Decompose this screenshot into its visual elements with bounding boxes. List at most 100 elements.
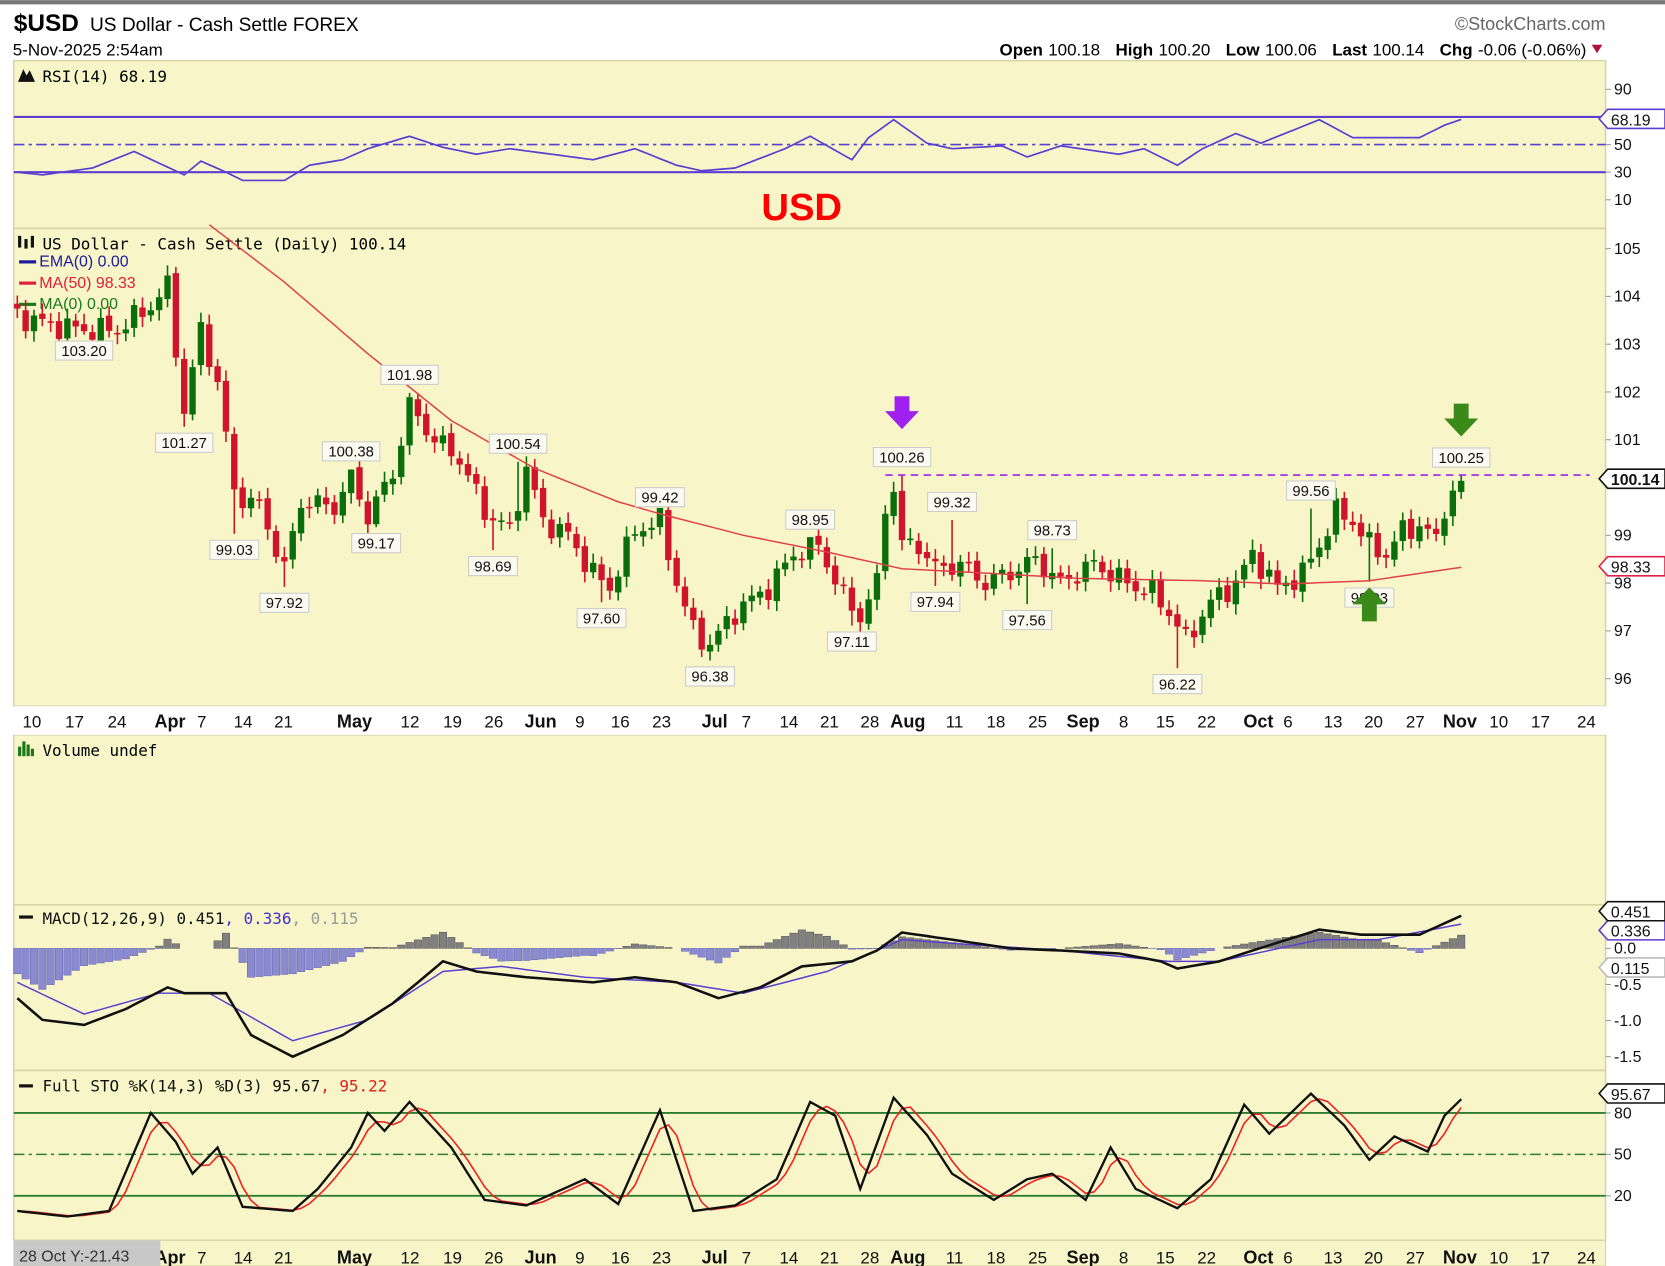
date-label: 16 <box>611 713 630 732</box>
date-label: 14 <box>234 1249 253 1266</box>
candle-body <box>940 562 947 566</box>
macd-hist-bar <box>923 939 932 949</box>
macd-hist-bar <box>1064 947 1073 949</box>
macd-hist-bar <box>447 937 456 949</box>
sto-axis-label: 50 <box>1614 1147 1632 1164</box>
candle-body <box>1149 580 1156 594</box>
price-axis-label: 96 <box>1614 671 1632 688</box>
candle-body <box>898 490 906 541</box>
candle <box>1174 604 1181 669</box>
candle-body <box>122 329 129 334</box>
macd-hist-bar <box>246 948 255 978</box>
macd-hist-bar <box>722 948 731 958</box>
candle <box>648 517 655 540</box>
candle <box>1307 508 1315 569</box>
price-annotation: 97.56 <box>1002 609 1053 631</box>
candle-body <box>498 520 505 523</box>
candle <box>47 313 54 333</box>
macd-hist-bar <box>288 948 297 975</box>
annotation-box <box>54 340 114 361</box>
date-label: 18 <box>986 1249 1005 1266</box>
price-annotation: 100.26 <box>872 446 932 468</box>
rsi-axis-label: 50 <box>1614 137 1632 154</box>
macd-hist-bar <box>263 948 272 977</box>
macd-hist-bar <box>1223 946 1232 949</box>
macd-hist-tag: 0.115 <box>1611 961 1650 978</box>
candle <box>756 585 764 606</box>
candle-body <box>556 523 563 538</box>
macd-tag: 0.451 <box>1611 905 1651 922</box>
macd-hist-bar <box>597 948 606 954</box>
candle-body <box>1432 528 1440 535</box>
candle <box>1324 528 1331 559</box>
candle-body <box>706 644 714 652</box>
date-label: 7 <box>197 713 206 732</box>
candle-body <box>372 496 380 525</box>
candle <box>1182 619 1189 636</box>
legend-swatch <box>19 260 37 264</box>
candle-body <box>1382 554 1390 558</box>
macd-title-signal: , 0.336 <box>224 909 291 928</box>
date-label: Oct <box>1243 712 1273 732</box>
candle-body <box>573 533 580 549</box>
candle <box>698 610 705 657</box>
panel-vol[interactable] <box>13 734 1607 906</box>
candle-body <box>1316 547 1323 558</box>
candle <box>130 298 138 337</box>
date-label: 21 <box>820 713 839 732</box>
candle-body <box>631 534 639 536</box>
macd-hist-bar <box>272 948 281 976</box>
macd-hist-bar <box>655 946 664 949</box>
date-label: 11 <box>946 1249 964 1266</box>
macd-hist-bar <box>138 948 147 953</box>
candle <box>973 551 981 589</box>
candle-body <box>272 530 280 557</box>
price-annotation: 98.95 <box>785 509 836 530</box>
candle <box>222 370 230 442</box>
macd-axis-label: -0.5 <box>1614 977 1642 994</box>
date-label: 15 <box>1156 1249 1175 1266</box>
candle <box>322 487 330 515</box>
candle-body <box>181 358 188 414</box>
macd-hist-bar <box>146 948 155 950</box>
date-label: 25 <box>1028 713 1047 732</box>
date-label: 10 <box>22 713 41 732</box>
candle <box>539 478 547 528</box>
macd-hist-bar <box>1407 948 1416 951</box>
panel-sto[interactable] <box>13 1069 1607 1242</box>
panel-macd[interactable] <box>13 904 1607 1072</box>
price-annotation: 99.03 <box>209 539 260 560</box>
top-border <box>0 0 1665 5</box>
candle <box>832 556 839 595</box>
macd-hist-bar <box>163 938 172 949</box>
candle <box>564 512 572 541</box>
price-axis-label: 101 <box>1614 432 1641 449</box>
date-label: Jun <box>525 1248 557 1266</box>
candle <box>30 309 38 342</box>
date-label: 6 <box>1283 1249 1292 1266</box>
candle <box>272 525 280 564</box>
macd-hist-bar <box>856 948 865 950</box>
candle-body <box>423 413 430 436</box>
candle <box>523 456 530 521</box>
candle-body <box>1032 556 1039 559</box>
candle <box>72 313 79 337</box>
candle <box>681 577 689 617</box>
candle <box>581 536 589 583</box>
candle <box>731 609 739 635</box>
panel-price[interactable] <box>13 227 1607 708</box>
macd-hist-bar <box>380 947 389 949</box>
candle <box>1074 571 1081 591</box>
stockcharts-logo[interactable]: ©StockCharts.com <box>1455 14 1606 34</box>
candle <box>1416 516 1423 549</box>
candle <box>873 564 881 611</box>
macd-hist-bar <box>405 942 414 949</box>
candle-body <box>698 617 705 650</box>
date-label: Aug <box>890 1248 925 1266</box>
date-label: 24 <box>108 713 127 732</box>
date-label: 8 <box>1119 1249 1128 1266</box>
candle <box>1124 559 1131 593</box>
macd-hist-bar <box>55 948 64 981</box>
date-label: 20 <box>1364 713 1383 732</box>
